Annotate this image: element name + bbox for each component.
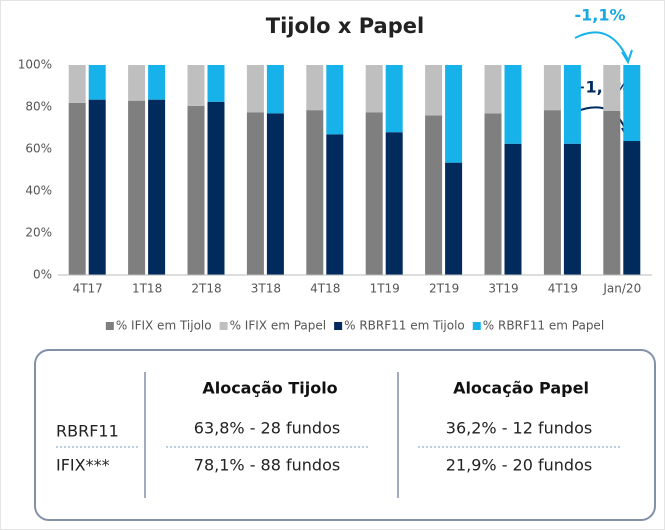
column-header: Alocação Tijolo — [202, 379, 337, 398]
bar-segment — [128, 65, 146, 101]
bar-segment — [88, 65, 106, 100]
bar-segment — [246, 65, 264, 113]
table-box — [34, 349, 656, 521]
arrow — [574, 31, 629, 61]
bar-segment — [266, 65, 284, 114]
x-tick-label: 4T18 — [310, 282, 340, 296]
bar-segment — [623, 65, 641, 142]
bar-segment — [385, 132, 403, 275]
legend-label: % RBRF11 em Papel — [483, 319, 604, 333]
bar-segment — [207, 65, 225, 102]
bar-segment — [128, 100, 146, 275]
chart-title: Tijolo x Papel — [266, 14, 424, 38]
bar-segment — [603, 65, 621, 111]
bar-segment — [484, 113, 502, 275]
bar-segment — [425, 115, 443, 276]
column-header: Alocação Papel — [453, 379, 589, 398]
cell: 36,2% - 12 fundos — [446, 419, 592, 438]
bar-segment — [68, 102, 86, 275]
row-label: RBRF11 — [56, 422, 119, 441]
legend-label: % IFIX em Tijolo — [116, 319, 212, 333]
y-tick-label: 40% — [25, 184, 52, 198]
bar-segment — [504, 65, 522, 144]
x-tick-label: 3T19 — [488, 282, 518, 296]
bar-segment — [563, 65, 581, 144]
bar-segment — [306, 110, 324, 276]
bar-segment — [425, 65, 443, 116]
annotation: -1,1% — [574, 6, 625, 25]
y-tick-label: 60% — [25, 142, 52, 156]
bar-segment — [543, 110, 561, 276]
y-tick-label: 20% — [25, 226, 52, 240]
bar-segment — [563, 143, 581, 275]
x-tick-label: 1T19 — [370, 282, 400, 296]
arrow-head — [621, 49, 633, 65]
bar-segment — [246, 112, 264, 275]
row-label: IFIX*** — [56, 456, 110, 475]
legend-swatch — [472, 322, 481, 330]
x-tick-label: Jan/20 — [602, 282, 641, 296]
x-tick-label: 4T19 — [548, 282, 578, 296]
x-tick-label: 2T18 — [191, 282, 221, 296]
bar-segment — [187, 105, 205, 275]
bar-segment — [385, 65, 403, 133]
bar-segment — [326, 134, 344, 275]
bar-segment — [365, 65, 383, 113]
bar-segment — [543, 65, 561, 111]
cell: 21,9% - 20 fundos — [446, 456, 592, 475]
bar-segment — [484, 65, 502, 114]
bar-segment — [68, 65, 86, 103]
bar-segment — [445, 65, 463, 163]
bar-segment — [187, 65, 205, 106]
legend-label: % RBRF11 em Tijolo — [344, 319, 465, 333]
y-tick-label: 80% — [25, 100, 52, 114]
legend-swatch — [105, 322, 114, 330]
y-tick-label: 0% — [33, 268, 52, 282]
bar-segment — [266, 113, 284, 275]
bar-segment — [504, 143, 522, 275]
x-tick-label: 3T18 — [251, 282, 281, 296]
x-tick-label: 1T18 — [132, 282, 162, 296]
bar-segment — [445, 162, 463, 275]
bar-segment — [148, 99, 166, 276]
cell: 78,1% - 88 fundos — [194, 456, 340, 475]
legend-swatch — [334, 322, 343, 330]
bar-segment — [148, 65, 166, 100]
x-tick-label: 2T19 — [429, 282, 459, 296]
cell: 63,8% - 28 fundos — [194, 419, 340, 438]
legend-swatch — [219, 322, 228, 330]
bar-segment — [603, 110, 621, 276]
x-tick-label: 4T17 — [73, 282, 103, 296]
y-tick-label: 100% — [18, 58, 52, 72]
legend-label: % IFIX em Papel — [230, 319, 327, 333]
bar-segment — [207, 101, 225, 275]
bar-segment — [365, 112, 383, 275]
bar-segment — [306, 65, 324, 111]
bar-segment — [326, 65, 344, 135]
bar-segment — [88, 99, 106, 276]
bar-segment — [623, 141, 641, 275]
